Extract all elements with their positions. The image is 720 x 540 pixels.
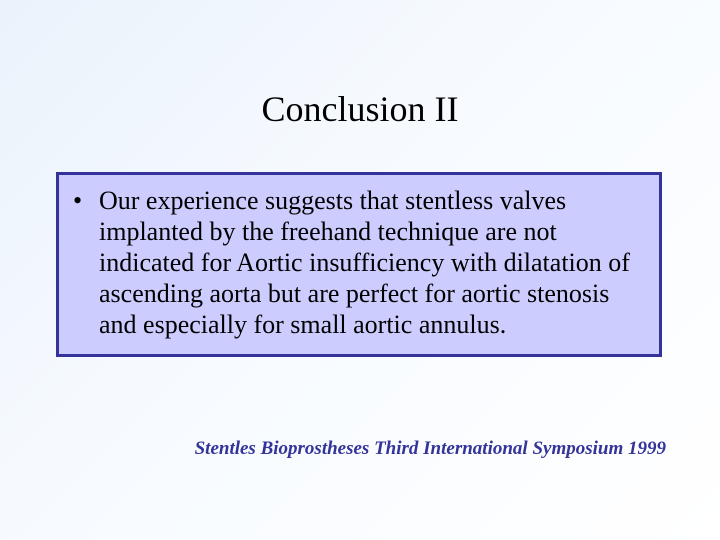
- bullet-marker: •: [71, 185, 99, 217]
- bullet-item: • Our experience suggests that stentless…: [71, 185, 637, 340]
- slide-title: Conclusion II: [0, 88, 720, 130]
- slide-footer: Stentles Bioprostheses Third Internation…: [0, 438, 720, 460]
- bullet-text: Our experience suggests that stentless v…: [99, 185, 637, 340]
- content-box: • Our experience suggests that stentless…: [56, 172, 662, 357]
- slide: Conclusion II • Our experience suggests …: [0, 0, 720, 540]
